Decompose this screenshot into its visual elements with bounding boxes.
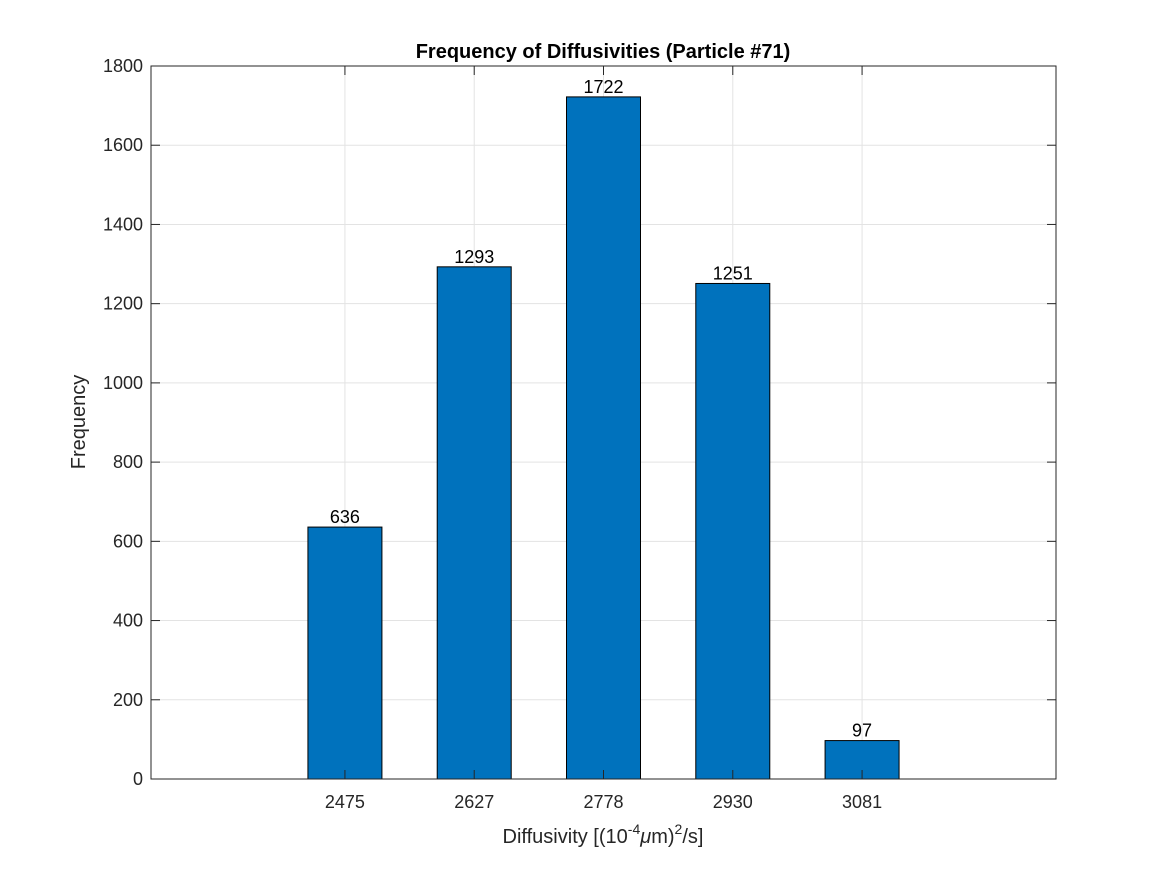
data-label-3081: 97 (852, 721, 872, 741)
data-labels: 636 1293 1722 1251 97 (330, 77, 872, 741)
x-axis-label: Diffusivity [(10-4μm)2/s] (503, 821, 704, 848)
y-tick-label: 1600 (103, 135, 143, 155)
bar-2627 (436, 266, 512, 780)
x-axis-label-mu: μ (639, 826, 651, 848)
x-axis-label-exp1: -4 (628, 821, 641, 837)
x-tick-label: 2627 (454, 792, 494, 812)
x-tick-label: 2930 (713, 792, 753, 812)
ticks: 0 200 400 600 800 1000 1200 1400 1600 1800 2475 262… (103, 56, 1056, 812)
y-tick-label: 800 (113, 452, 143, 472)
data-label-2778: 1722 (583, 77, 623, 97)
x-tick-label: 2475 (325, 792, 365, 812)
x-axis-label-prefix: Diffusivity [(10 (503, 826, 628, 848)
x-axis-label-suffix: /s] (682, 826, 703, 848)
chart-title: Frequency of Diffusivities (Particle #71… (416, 41, 791, 63)
y-tick-label: 1000 (103, 373, 143, 393)
data-label-2930: 1251 (713, 263, 753, 283)
y-tick-label: 1200 (103, 294, 143, 314)
bars (307, 96, 900, 780)
y-tick-label: 600 (113, 531, 143, 551)
x-tick-label: 3081 (842, 792, 882, 812)
x-axis-label-mid: m) (651, 826, 674, 848)
y-tick-label: 1800 (103, 56, 143, 76)
bar-2778 (566, 96, 641, 780)
x-tick-label: 2778 (583, 792, 623, 812)
data-label-2475: 636 (330, 507, 360, 527)
bar-2475 (307, 526, 383, 780)
y-tick-label: 400 (113, 611, 143, 631)
x-axis-label-exp2: 2 (675, 821, 683, 837)
y-tick-label: 0 (133, 769, 143, 789)
data-label-2627: 1293 (454, 247, 494, 267)
y-axis-label: Frequency (68, 375, 90, 470)
y-tick-label: 1400 (103, 214, 143, 234)
bar-2930 (695, 282, 771, 780)
y-tick-label: 200 (113, 690, 143, 710)
